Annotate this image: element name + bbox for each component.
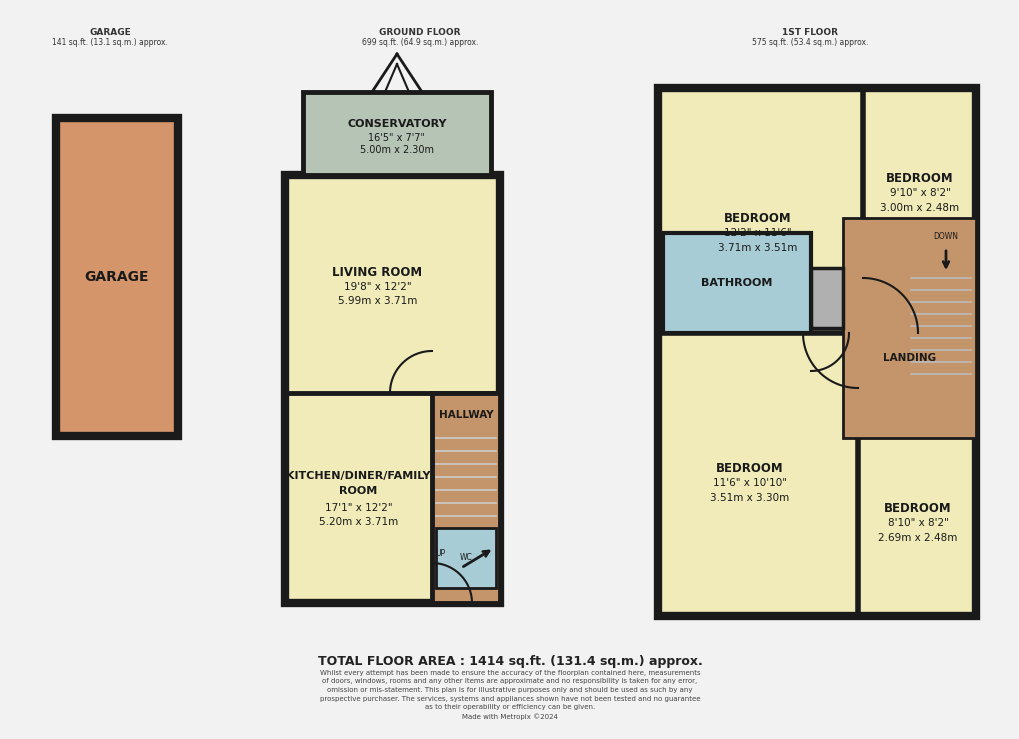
Text: 1ST FLOOR: 1ST FLOOR	[782, 28, 838, 37]
Text: BEDROOM: BEDROOM	[883, 502, 951, 514]
Text: 11'6" x 10'10": 11'6" x 10'10"	[712, 478, 787, 488]
Bar	[842, 218, 975, 438]
Text: 12'2" x 11'6": 12'2" x 11'6"	[723, 228, 791, 238]
Bar	[432, 393, 499, 603]
Text: LIVING ROOM: LIVING ROOM	[332, 265, 422, 279]
Text: 575 sq.ft. (53.4 sq.m.) approx.: 575 sq.ft. (53.4 sq.m.) approx.	[751, 38, 867, 47]
Text: ROOM: ROOM	[339, 486, 377, 496]
Text: GARAGE: GARAGE	[89, 28, 130, 37]
Text: 16'5" x 7'7": 16'5" x 7'7"	[368, 132, 425, 143]
Bar	[435, 528, 495, 588]
Bar	[662, 233, 810, 333]
Bar	[657, 88, 975, 616]
Bar	[284, 175, 499, 603]
Text: BATHROOM: BATHROOM	[701, 278, 772, 288]
Text: 699 sq.ft. (64.9 sq.m.) approx.: 699 sq.ft. (64.9 sq.m.) approx.	[362, 38, 478, 47]
Text: 19'8" x 12'2": 19'8" x 12'2"	[343, 282, 411, 292]
Text: 3.71m x 3.51m: 3.71m x 3.51m	[717, 243, 797, 253]
Text: 141 sq.ft. (13.1 sq.m.) approx.: 141 sq.ft. (13.1 sq.m.) approx.	[52, 38, 168, 47]
Text: 8'10" x 8'2": 8'10" x 8'2"	[887, 518, 948, 528]
Text: BEDROOM: BEDROOM	[886, 171, 953, 185]
Text: 3.51m x 3.30m: 3.51m x 3.30m	[709, 493, 789, 503]
Text: KITCHEN/DINER/FAMILY: KITCHEN/DINER/FAMILY	[286, 471, 430, 481]
Bar	[303, 92, 490, 175]
Text: 9'10" x 8'2": 9'10" x 8'2"	[889, 188, 950, 198]
Text: 5.99m x 3.71m: 5.99m x 3.71m	[337, 296, 417, 306]
Bar	[56, 118, 178, 436]
Text: GARAGE: GARAGE	[85, 270, 149, 284]
Text: UP: UP	[434, 548, 444, 557]
Bar	[810, 268, 842, 328]
Text: HALLWAY: HALLWAY	[438, 410, 493, 420]
Text: LANDING: LANDING	[882, 353, 935, 363]
Text: 2.69m x 2.48m: 2.69m x 2.48m	[877, 533, 957, 543]
Text: BEDROOM: BEDROOM	[715, 461, 783, 474]
Text: DOWN: DOWN	[932, 231, 958, 240]
Text: 3.00m x 2.48m: 3.00m x 2.48m	[879, 203, 959, 213]
Text: 5.00m x 2.30m: 5.00m x 2.30m	[360, 145, 433, 154]
Text: GROUND FLOOR: GROUND FLOOR	[379, 28, 461, 37]
Text: WC: WC	[460, 554, 472, 562]
Text: 17'1" x 12'2": 17'1" x 12'2"	[324, 503, 392, 513]
Text: CONSERVATORY: CONSERVATORY	[346, 118, 446, 129]
Text: TOTAL FLOOR AREA : 1414 sq.ft. (131.4 sq.m.) approx.: TOTAL FLOOR AREA : 1414 sq.ft. (131.4 sq…	[317, 655, 702, 668]
Text: 5.20m x 3.71m: 5.20m x 3.71m	[319, 517, 397, 527]
Text: BEDROOM: BEDROOM	[723, 211, 791, 225]
Text: Whilst every attempt has been made to ensure the accuracy of the floorplan conta: Whilst every attempt has been made to en…	[319, 670, 700, 720]
